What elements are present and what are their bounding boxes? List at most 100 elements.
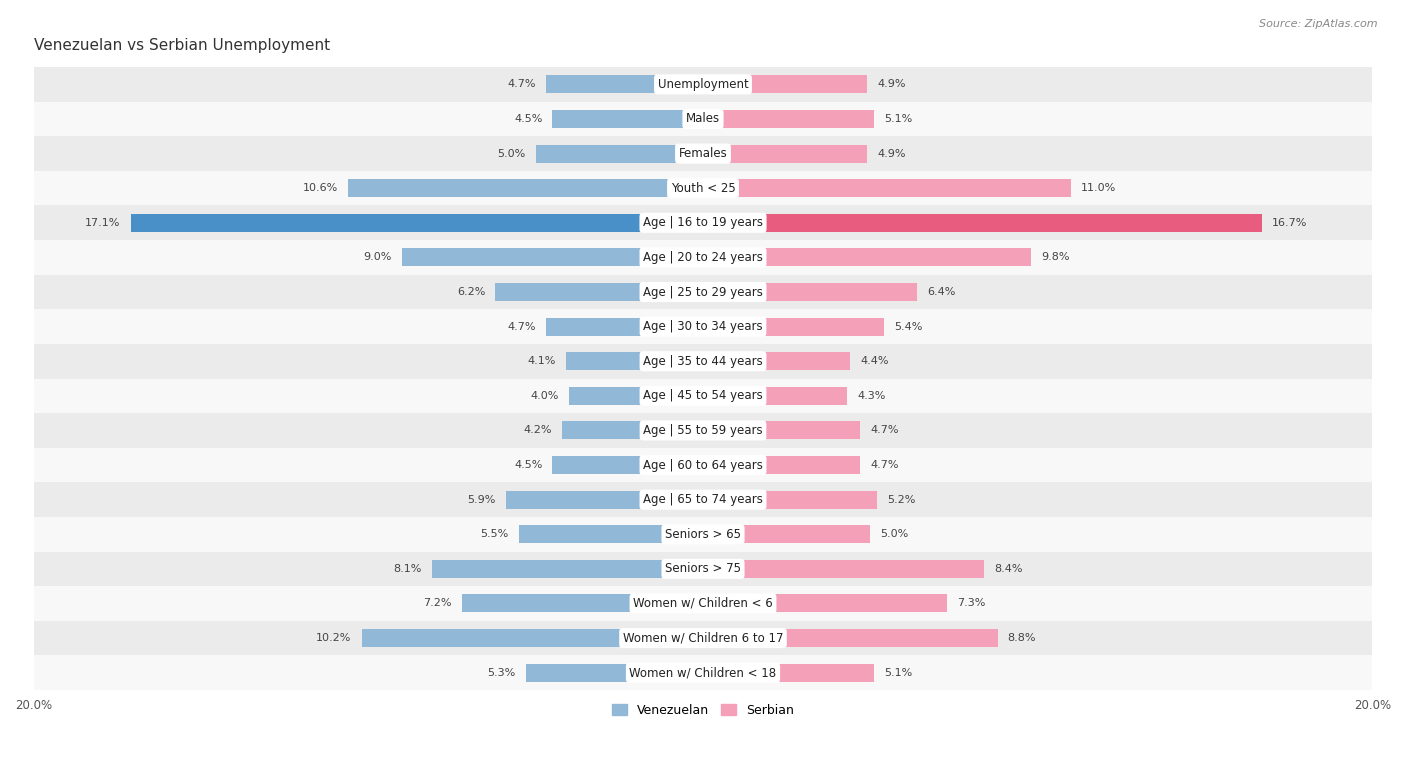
Text: 4.7%: 4.7%	[508, 79, 536, 89]
Text: 5.1%: 5.1%	[884, 114, 912, 124]
Bar	[34, 517, 1372, 552]
Text: Age | 45 to 54 years: Age | 45 to 54 years	[643, 389, 763, 402]
Bar	[703, 283, 917, 301]
Bar	[703, 179, 1071, 197]
Text: 8.1%: 8.1%	[394, 564, 422, 574]
Bar	[703, 318, 884, 335]
Text: 11.0%: 11.0%	[1081, 183, 1116, 193]
Text: Unemployment: Unemployment	[658, 78, 748, 91]
Text: 4.9%: 4.9%	[877, 148, 905, 158]
Text: 6.4%: 6.4%	[928, 287, 956, 297]
Bar	[703, 560, 984, 578]
Text: Females: Females	[679, 147, 727, 160]
Text: 7.3%: 7.3%	[957, 599, 986, 609]
Text: Women w/ Children < 6: Women w/ Children < 6	[633, 597, 773, 610]
Bar	[703, 664, 873, 682]
Bar	[536, 145, 703, 163]
Text: Age | 60 to 64 years: Age | 60 to 64 years	[643, 459, 763, 472]
Bar	[34, 621, 1372, 656]
Text: 5.0%: 5.0%	[498, 148, 526, 158]
Text: Males: Males	[686, 113, 720, 126]
Text: 8.4%: 8.4%	[994, 564, 1022, 574]
Bar	[565, 352, 703, 370]
Bar	[34, 482, 1372, 517]
Text: 5.3%: 5.3%	[488, 668, 516, 678]
Bar	[703, 352, 851, 370]
Text: Youth < 25: Youth < 25	[671, 182, 735, 195]
Text: 5.5%: 5.5%	[481, 529, 509, 539]
Bar	[34, 310, 1372, 344]
Bar	[703, 248, 1031, 266]
Bar	[131, 213, 703, 232]
Text: 9.0%: 9.0%	[363, 252, 392, 263]
Text: Age | 25 to 29 years: Age | 25 to 29 years	[643, 285, 763, 298]
Bar	[553, 110, 703, 128]
Text: Women w/ Children 6 to 17: Women w/ Children 6 to 17	[623, 631, 783, 645]
Bar	[34, 136, 1372, 171]
Bar	[703, 629, 997, 647]
Bar	[703, 594, 948, 612]
Text: 4.7%: 4.7%	[870, 425, 898, 435]
Bar	[34, 586, 1372, 621]
Text: Age | 30 to 34 years: Age | 30 to 34 years	[643, 320, 763, 333]
Bar	[519, 525, 703, 544]
Bar	[34, 344, 1372, 378]
Bar	[34, 656, 1372, 690]
Text: 5.1%: 5.1%	[884, 668, 912, 678]
Bar	[703, 387, 846, 405]
Bar	[361, 629, 703, 647]
Bar	[34, 275, 1372, 310]
Text: 4.5%: 4.5%	[515, 460, 543, 470]
Text: 16.7%: 16.7%	[1272, 218, 1308, 228]
Bar	[703, 76, 868, 93]
Text: 4.4%: 4.4%	[860, 357, 889, 366]
Text: 9.8%: 9.8%	[1040, 252, 1070, 263]
Text: 4.0%: 4.0%	[530, 391, 560, 401]
Bar	[506, 491, 703, 509]
Bar	[703, 491, 877, 509]
Bar	[402, 248, 703, 266]
Bar	[34, 67, 1372, 101]
Text: 10.6%: 10.6%	[302, 183, 339, 193]
Bar	[34, 413, 1372, 447]
Text: 4.3%: 4.3%	[858, 391, 886, 401]
Bar	[703, 145, 868, 163]
Bar	[703, 110, 873, 128]
Text: Seniors > 65: Seniors > 65	[665, 528, 741, 540]
Bar	[703, 525, 870, 544]
Text: Source: ZipAtlas.com: Source: ZipAtlas.com	[1260, 19, 1378, 29]
Bar	[569, 387, 703, 405]
Text: 5.4%: 5.4%	[894, 322, 922, 332]
Text: Women w/ Children < 18: Women w/ Children < 18	[630, 666, 776, 679]
Bar	[463, 594, 703, 612]
Text: 5.0%: 5.0%	[880, 529, 908, 539]
Bar	[34, 205, 1372, 240]
Bar	[553, 456, 703, 474]
Text: 17.1%: 17.1%	[86, 218, 121, 228]
Text: Venezuelan vs Serbian Unemployment: Venezuelan vs Serbian Unemployment	[34, 38, 329, 53]
Bar	[703, 456, 860, 474]
Text: 6.2%: 6.2%	[457, 287, 485, 297]
Text: 4.1%: 4.1%	[527, 357, 555, 366]
Text: 8.8%: 8.8%	[1008, 633, 1036, 643]
Bar	[34, 240, 1372, 275]
Bar	[349, 179, 703, 197]
Bar	[34, 171, 1372, 205]
Bar	[703, 213, 1263, 232]
Bar	[34, 101, 1372, 136]
Bar	[432, 560, 703, 578]
Bar	[703, 422, 860, 440]
Text: 4.7%: 4.7%	[508, 322, 536, 332]
Legend: Venezuelan, Serbian: Venezuelan, Serbian	[607, 699, 799, 722]
Bar	[34, 378, 1372, 413]
Text: 4.9%: 4.9%	[877, 79, 905, 89]
Text: 10.2%: 10.2%	[316, 633, 352, 643]
Text: 5.9%: 5.9%	[467, 494, 495, 505]
Text: Age | 65 to 74 years: Age | 65 to 74 years	[643, 493, 763, 506]
Text: 4.5%: 4.5%	[515, 114, 543, 124]
Text: Age | 20 to 24 years: Age | 20 to 24 years	[643, 251, 763, 264]
Bar	[34, 552, 1372, 586]
Text: Age | 16 to 19 years: Age | 16 to 19 years	[643, 217, 763, 229]
Bar	[34, 447, 1372, 482]
Text: 4.2%: 4.2%	[524, 425, 553, 435]
